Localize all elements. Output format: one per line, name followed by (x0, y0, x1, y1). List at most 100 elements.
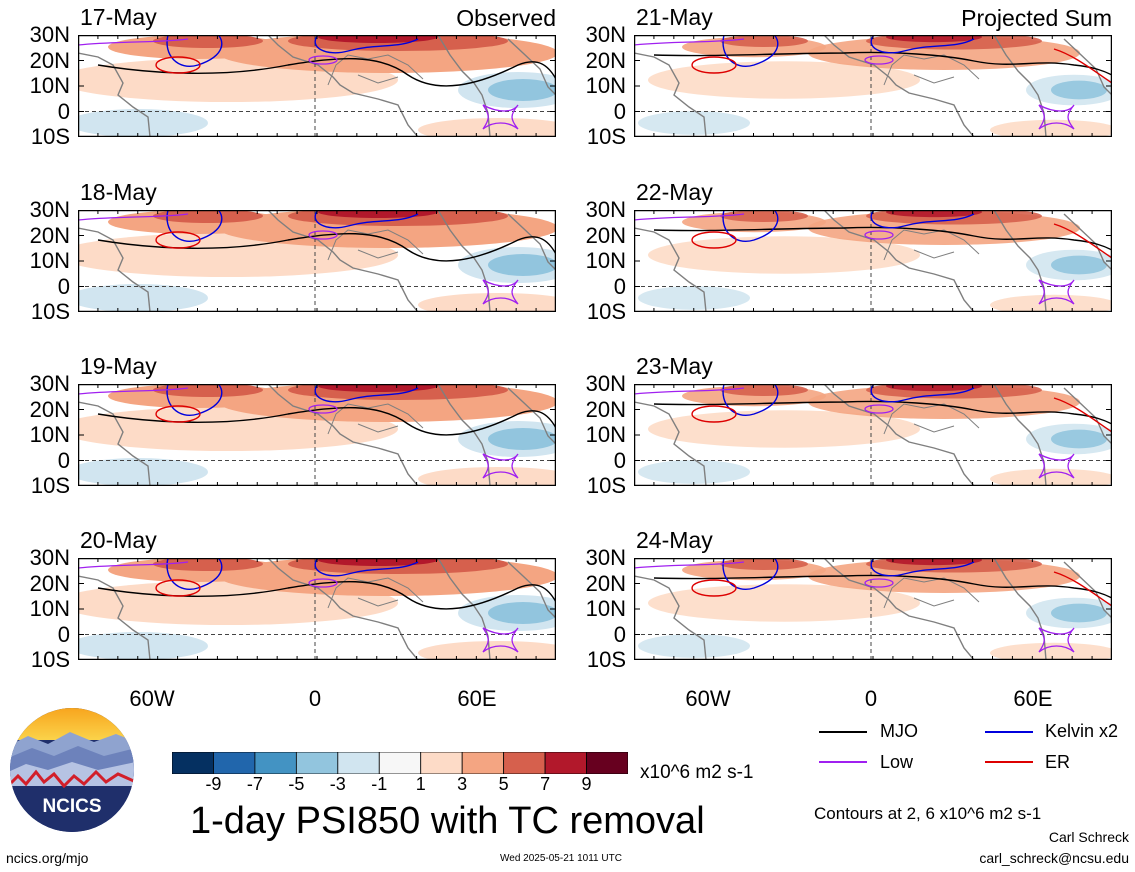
shading-region (418, 467, 556, 486)
shading-region (638, 460, 750, 484)
colorbar-tick-label: 7 (540, 774, 551, 794)
lat-tick-label: 0 (613, 447, 626, 473)
map-panel (78, 35, 556, 137)
colorbar-swatch (295, 752, 339, 774)
mjo-contour (653, 226, 1112, 251)
kelvin-contour (166, 558, 223, 590)
lat-tick-label: 0 (613, 273, 626, 299)
lat-tick-label: 30N (29, 22, 70, 47)
chart-title: 1-day PSI850 with TC removal (190, 800, 705, 842)
panel-date-label: 18-May (80, 179, 157, 205)
map-panel (634, 384, 1112, 486)
lat-tick-label: 20N (585, 396, 626, 422)
mjo-contour (97, 232, 556, 262)
low-contour (78, 561, 189, 569)
shading-region (720, 210, 808, 222)
er-contour (1053, 397, 1112, 433)
panel-tag-label: Projected Sum (961, 5, 1112, 31)
legend-label-low: Low (880, 752, 914, 772)
contour-legend (819, 731, 1033, 763)
mjo-contour (653, 51, 1112, 76)
coastline (78, 401, 151, 486)
kelvin-contour (722, 558, 779, 590)
lat-tick-label: 10S (30, 299, 70, 324)
panel-date-label: 24-May (636, 527, 713, 553)
low-contour (634, 38, 745, 46)
colorbar-units: x10^6 m2 s-1 (640, 762, 754, 783)
lat-tick-label: 10S (30, 124, 70, 149)
mjo-contour (653, 574, 1112, 599)
colorbar (172, 752, 628, 774)
lat-tick-label: 30N (585, 545, 626, 570)
legend-label-er: ER (1045, 752, 1071, 772)
panel-date-label: 22-May (636, 179, 713, 205)
kelvin-contour (314, 558, 419, 577)
low-contour (308, 55, 338, 65)
lat-tick-label: 30N (585, 22, 626, 47)
colorbar-tick-label: 5 (498, 774, 509, 794)
ncics-logo: NCICS (10, 708, 134, 832)
lat-tick-label: 10N (29, 596, 70, 621)
low-contour (308, 230, 338, 240)
lat-tick-label: 0 (57, 447, 70, 473)
colorbar-tick-label: 9 (581, 774, 592, 794)
kelvin-contour (870, 384, 975, 403)
low-contour (634, 561, 745, 569)
shading-region (990, 294, 1112, 312)
colorbar-swatch (337, 752, 380, 774)
contour-note: Contours at 2, 6 x10^6 m2 s-1 (814, 804, 1042, 823)
lon-tick-0-right: 0 (864, 686, 878, 711)
lat-tick-label: 0 (613, 621, 626, 647)
shading-region (153, 558, 263, 571)
low-contour (482, 453, 519, 479)
colorbar-swatch (420, 752, 463, 774)
low-contour (482, 627, 519, 653)
lat-tick-label: 10S (586, 473, 626, 498)
shading-region (1051, 80, 1107, 100)
low-contour (78, 38, 189, 46)
coastline (78, 575, 151, 660)
lat-tick-label: 30N (29, 197, 70, 222)
lat-tick-label: 10N (585, 248, 626, 273)
shading-region (720, 558, 808, 570)
colorbar-swatch (586, 752, 628, 774)
lat-tick-label: 10N (29, 422, 70, 447)
lat-tick-label: 20N (585, 222, 626, 248)
low-contour (308, 578, 338, 588)
low-contour (308, 404, 338, 414)
shading-region (990, 119, 1112, 137)
colorbar-tick-label: -1 (371, 774, 388, 794)
colorbar-tick-label: -5 (288, 774, 305, 794)
colorbar-tick-label: -9 (205, 774, 222, 794)
lat-tick-label: 30N (585, 371, 626, 396)
er-contour (155, 231, 201, 249)
shading-region (638, 634, 750, 658)
shading-region (1051, 429, 1107, 449)
er-contour (155, 405, 201, 423)
shading-region (153, 384, 263, 397)
shading-region (78, 284, 208, 312)
coastline (634, 575, 707, 660)
shading-region (648, 410, 920, 448)
mjo-contour (97, 57, 556, 87)
lon-tick-60e-right: 60E (1013, 686, 1053, 711)
kelvin-contour (314, 210, 419, 229)
lat-tick-label: 20N (29, 396, 70, 422)
lat-tick-label: 10N (585, 422, 626, 447)
panel-date-label: 17-May (80, 4, 157, 30)
shading-region (886, 35, 982, 43)
country-border (327, 403, 424, 435)
shading-region (153, 35, 263, 48)
shading-region (153, 210, 263, 223)
lat-tick-label: 20N (585, 47, 626, 73)
logo-text: NCICS (42, 796, 101, 817)
shading-region (638, 111, 750, 135)
colorbar-swatch (213, 752, 256, 774)
lat-tick-label: 10N (29, 248, 70, 273)
lon-tick-60e-left: 60E (457, 686, 497, 711)
low-contour (864, 230, 894, 240)
country-border (883, 229, 980, 261)
lat-tick-label: 10S (586, 299, 626, 324)
lat-tick-label: 30N (29, 371, 70, 396)
footer-email: carl_schreck@ncsu.edu (979, 850, 1129, 866)
